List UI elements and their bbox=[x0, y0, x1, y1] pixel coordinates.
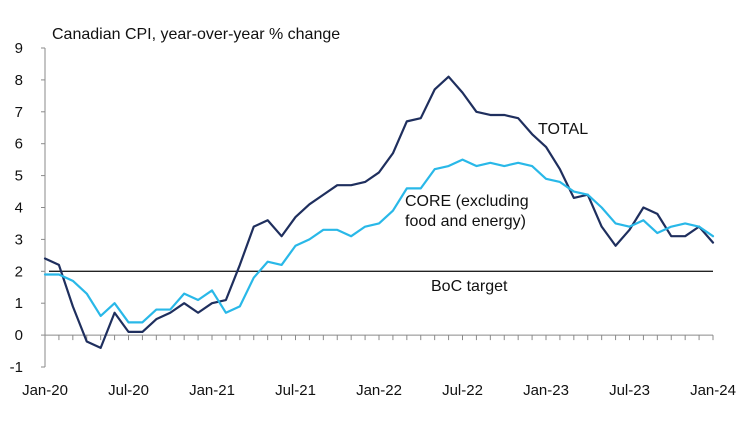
x-axis: Jan-20 Jul-20 Jan-21 Jul-21 Jan-22 Jul-22 Jan-… bbox=[22, 334, 736, 399]
x-tick-label: Jan-24 bbox=[690, 382, 736, 399]
total-series-line bbox=[43, 75, 715, 349]
total-series-label: TOTAL bbox=[538, 121, 588, 138]
y-tick-label: 7 bbox=[15, 104, 23, 121]
chart-title: Canadian CPI, year-over-year % change bbox=[52, 26, 340, 43]
y-tick-label: 3 bbox=[15, 231, 23, 248]
x-tick-label: Jan-21 bbox=[189, 382, 235, 399]
x-tick-label: Jul-21 bbox=[275, 382, 316, 399]
y-tick-label: 5 bbox=[15, 168, 23, 185]
x-tick-label: Jul-23 bbox=[609, 382, 650, 399]
series-layer bbox=[43, 75, 715, 349]
y-tick-label: 2 bbox=[15, 263, 23, 280]
core-series-line bbox=[43, 158, 715, 324]
core-series-label-line1: CORE (excluding bbox=[405, 193, 529, 210]
y-tick-label: 8 bbox=[15, 72, 23, 89]
core-series-label-line2: food and energy) bbox=[405, 213, 526, 230]
x-tick-label: Jan-23 bbox=[523, 382, 569, 399]
x-tick-label: Jul-22 bbox=[442, 382, 483, 399]
y-tick-label: 4 bbox=[15, 200, 23, 217]
y-tick-label: 1 bbox=[15, 295, 23, 312]
y-tick-label: 0 bbox=[15, 327, 23, 344]
x-tick-label: Jan-22 bbox=[356, 382, 402, 399]
y-axis: -1 0 1 2 3 4 5 6 7 8 9 bbox=[10, 40, 46, 376]
y-tick-label: 9 bbox=[15, 40, 23, 57]
y-tick-label: -1 bbox=[10, 359, 23, 376]
x-tick-label: Jan-20 bbox=[22, 382, 68, 399]
x-tick-label: Jul-20 bbox=[108, 382, 149, 399]
y-tick-label: 6 bbox=[15, 136, 23, 153]
boc-target-label: BoC target bbox=[431, 278, 508, 295]
